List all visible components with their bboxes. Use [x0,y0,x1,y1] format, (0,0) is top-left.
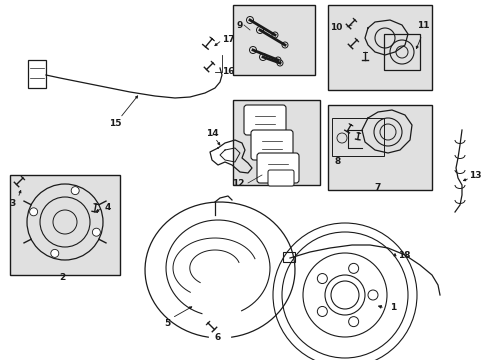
Text: 1: 1 [389,303,395,312]
Bar [10,175,120,275]
Text: 11: 11 [416,21,428,30]
FancyBboxPatch shape [244,105,285,135]
Bar [327,5,431,90]
Text: 18: 18 [397,251,409,260]
Bar [331,118,383,156]
Text: 3: 3 [10,198,16,207]
Bar [383,34,419,70]
Text: 8: 8 [334,158,341,166]
Bar [283,252,294,262]
Bar [327,105,431,190]
FancyBboxPatch shape [267,170,293,186]
Text: 5: 5 [163,319,170,328]
Text: 12: 12 [231,179,244,188]
Text: 14: 14 [205,129,218,138]
Text: 16: 16 [221,68,234,77]
Text: 4: 4 [104,202,111,211]
FancyBboxPatch shape [257,153,298,183]
Text: 7: 7 [374,184,381,193]
Bar [232,5,314,75]
Text: 10: 10 [329,22,342,31]
Circle shape [71,186,79,195]
Text: 15: 15 [108,118,121,127]
Text: 17: 17 [221,36,234,45]
Circle shape [92,228,100,236]
Text: 13: 13 [468,171,480,180]
Text: 2: 2 [59,274,65,283]
Bar [232,100,319,185]
FancyBboxPatch shape [250,130,292,160]
Text: 9: 9 [236,21,243,30]
Text: 6: 6 [214,333,221,342]
Circle shape [30,208,38,216]
Circle shape [51,249,59,257]
Bar [28,60,46,88]
